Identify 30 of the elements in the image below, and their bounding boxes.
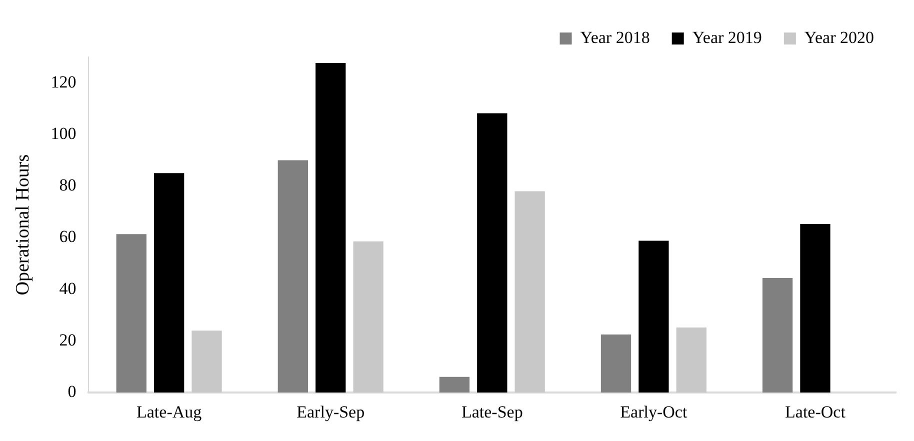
bar — [638, 240, 669, 393]
bar — [800, 224, 830, 393]
bar — [192, 330, 222, 393]
bar — [477, 113, 508, 393]
y-tick-label: 40 — [59, 278, 76, 298]
y-axis-title: Operational Hours — [12, 154, 34, 296]
legend-label: Year 2020 — [804, 28, 874, 47]
y-tick-label: 80 — [59, 176, 76, 195]
x-tick-label: Late-Sep — [461, 402, 523, 422]
bar — [116, 234, 146, 393]
bar — [439, 376, 470, 393]
bar — [353, 241, 384, 393]
bar — [154, 173, 184, 393]
legend-label: Year 2018 — [580, 28, 650, 47]
y-tick-label: 0 — [68, 382, 76, 402]
x-tick-label: Late-Aug — [136, 402, 202, 422]
legend-label: Year 2019 — [692, 28, 762, 47]
bar — [600, 334, 632, 393]
y-tick-label: 120 — [50, 72, 76, 92]
bar — [278, 160, 308, 393]
bar — [316, 62, 346, 393]
bar — [514, 191, 545, 393]
bar — [676, 328, 706, 393]
x-tick-label: Early-Sep — [296, 402, 365, 422]
x-tick-label: Early-Oct — [620, 402, 688, 422]
y-tick-label: 20 — [59, 330, 76, 350]
bar — [762, 278, 793, 393]
y-tick-label: 100 — [50, 124, 76, 143]
y-tick-label: 60 — [59, 227, 76, 246]
x-tick-label: Late-Oct — [785, 402, 846, 422]
